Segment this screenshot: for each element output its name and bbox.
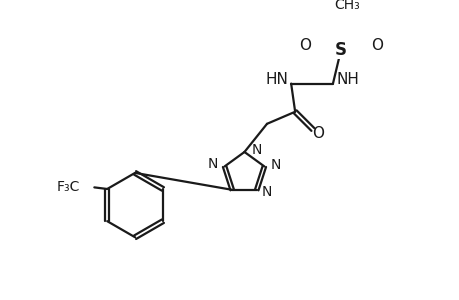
Text: S: S — [334, 41, 346, 59]
Text: N: N — [261, 185, 271, 199]
Text: N: N — [207, 157, 218, 171]
Text: O: O — [298, 38, 310, 53]
Text: O: O — [370, 38, 382, 53]
Text: CH₃: CH₃ — [334, 0, 359, 12]
Text: F₃C: F₃C — [56, 180, 80, 194]
Text: O: O — [311, 126, 323, 141]
Text: NH: NH — [335, 72, 358, 87]
Text: N: N — [270, 158, 280, 172]
Text: N: N — [251, 142, 262, 157]
Text: HN: HN — [265, 72, 287, 87]
